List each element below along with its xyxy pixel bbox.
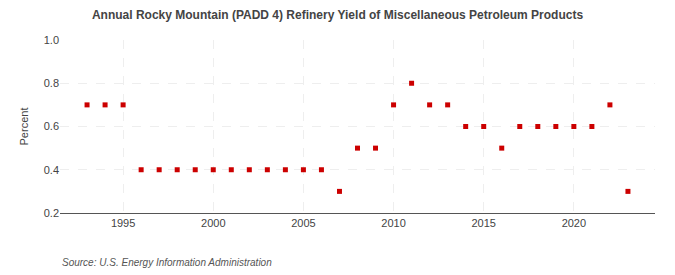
svg-text:0.8: 0.8 xyxy=(44,77,59,89)
svg-text:1995: 1995 xyxy=(111,217,135,229)
svg-text:0.6: 0.6 xyxy=(44,120,59,132)
svg-text:2015: 2015 xyxy=(471,217,495,229)
svg-text:2020: 2020 xyxy=(562,217,586,229)
svg-text:0.4: 0.4 xyxy=(44,164,59,176)
svg-text:2005: 2005 xyxy=(291,217,315,229)
svg-text:Annual Rocky Mountain (PADD 4): Annual Rocky Mountain (PADD 4) Refinery … xyxy=(92,8,584,22)
svg-text:2000: 2000 xyxy=(201,217,225,229)
svg-text:Source: U.S. Energy Informatio: Source: U.S. Energy Information Administ… xyxy=(62,257,272,268)
svg-text:Percent: Percent xyxy=(18,108,30,146)
svg-text:0.2: 0.2 xyxy=(44,207,59,219)
svg-text:1.0: 1.0 xyxy=(44,34,59,46)
svg-text:2010: 2010 xyxy=(381,217,405,229)
